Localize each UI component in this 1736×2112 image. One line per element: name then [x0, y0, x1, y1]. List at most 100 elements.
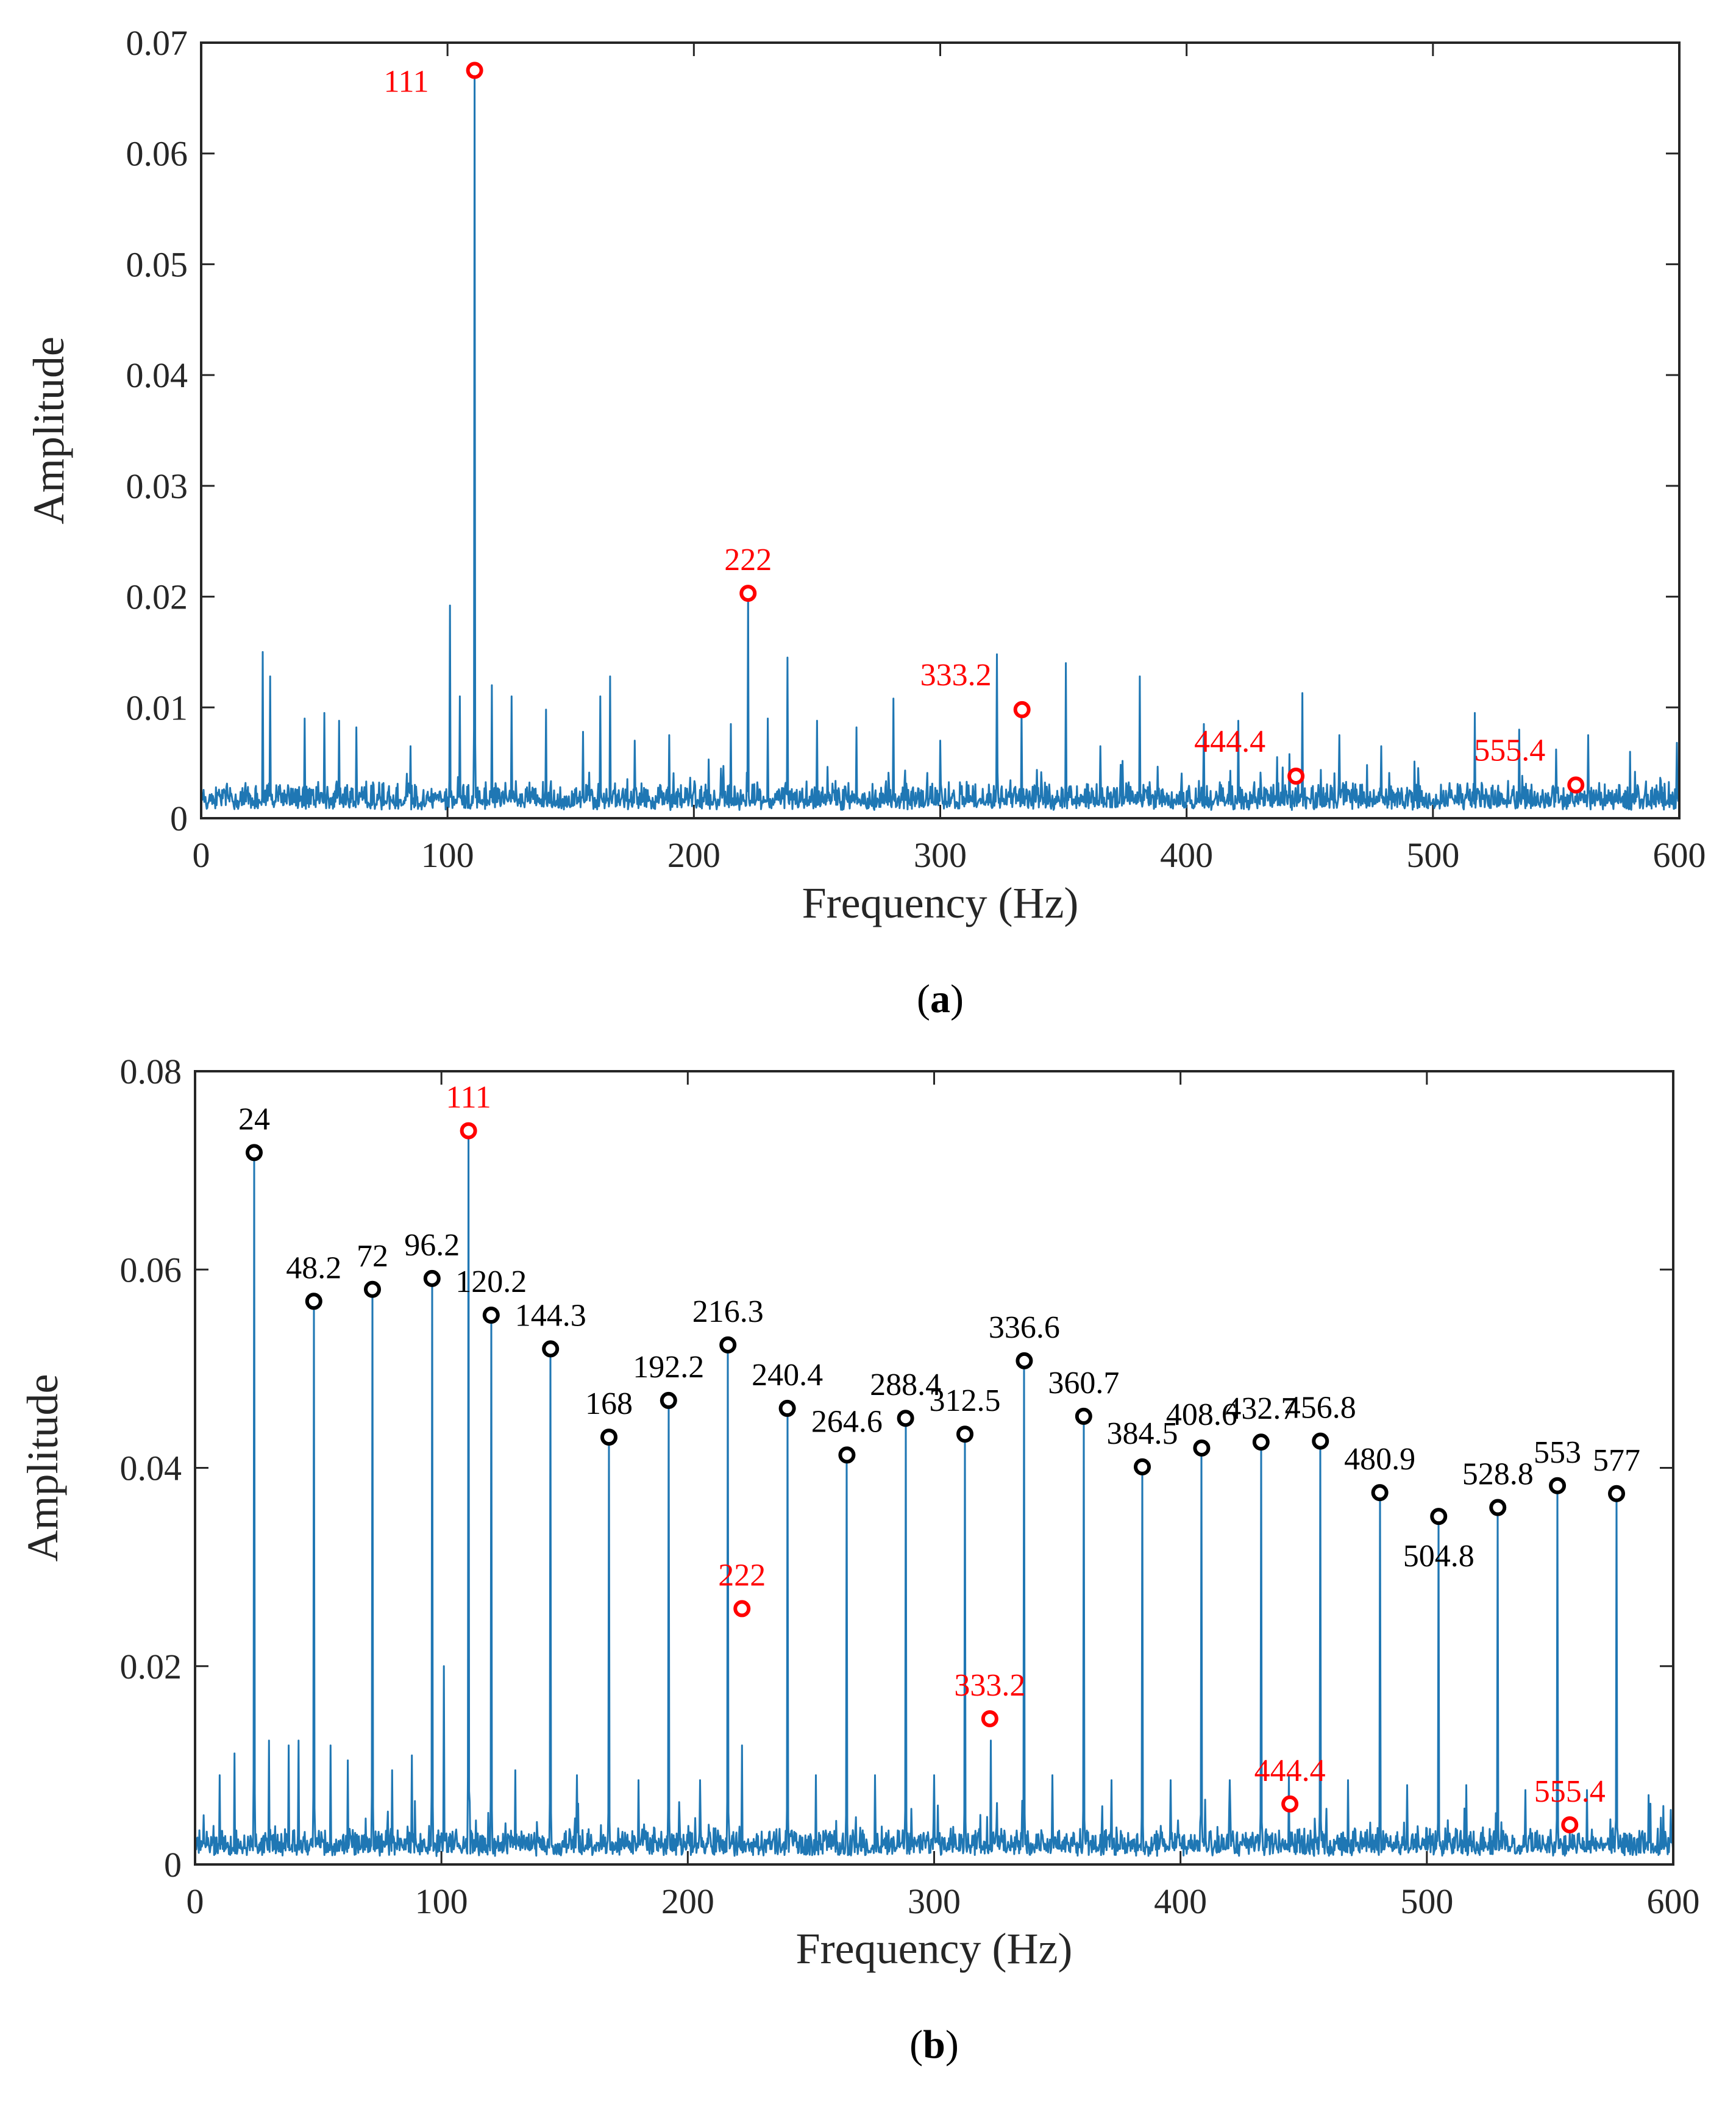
peak-annotation: 222 — [718, 1558, 766, 1593]
peak-marker — [1549, 1477, 1567, 1494]
peak-marker — [364, 1280, 381, 1298]
panel-a-x-axis-label: Frequency (Hz) — [802, 879, 1079, 927]
peak-marker — [1013, 701, 1031, 718]
x-tick-label: 0 — [193, 835, 210, 875]
peak-annotation: 144.3 — [515, 1298, 586, 1333]
peak-annotation: 504.8 — [1403, 1539, 1475, 1574]
peak-marker — [660, 1391, 677, 1409]
peak-marker — [600, 1429, 617, 1446]
x-tick-label: 300 — [914, 835, 967, 875]
y-tick-label: 0.06 — [120, 1250, 182, 1290]
peak-annotation: 48.2 — [286, 1250, 341, 1285]
y-tick-label: 0.05 — [126, 244, 188, 284]
y-tick-label: 0.07 — [126, 23, 188, 63]
panel-b-caption: (b) — [909, 2022, 959, 2067]
panel-a-y-axis-label: Amplitude — [24, 337, 73, 524]
peak-marker — [1252, 1433, 1270, 1451]
x-tick-label: 600 — [1647, 1882, 1700, 1921]
peak-marker — [1281, 1795, 1299, 1813]
peak-marker — [1287, 767, 1305, 785]
peak-marker — [719, 1336, 737, 1354]
peak-annotation: 168 — [585, 1386, 633, 1421]
peak-annotation: 577 — [1593, 1443, 1640, 1478]
panel-b-axes-frame — [194, 1070, 1674, 1866]
y-tick-label: 0.02 — [126, 577, 188, 617]
y-tick-label: 0 — [164, 1845, 182, 1885]
peak-marker — [981, 1710, 998, 1727]
peak-marker — [956, 1425, 974, 1443]
peak-annotation: 111 — [383, 64, 429, 99]
peak-annotation: 192.2 — [633, 1350, 704, 1385]
peak-annotation: 360.7 — [1048, 1366, 1119, 1400]
panel-a-spectrum-line — [200, 69, 1681, 812]
x-tick-label: 400 — [1160, 835, 1213, 875]
peak-marker — [1489, 1499, 1507, 1516]
peak-marker — [305, 1293, 322, 1310]
y-tick-label: 0.06 — [126, 134, 188, 174]
y-tick-label: 0 — [170, 799, 188, 838]
peak-annotation: 72 — [357, 1239, 388, 1274]
panel-a-axes-frame — [200, 41, 1681, 819]
peak-annotation: 264.6 — [811, 1404, 883, 1439]
y-tick-label: 0.01 — [126, 688, 188, 727]
peak-marker — [1134, 1458, 1151, 1475]
y-tick-label: 0.04 — [126, 355, 188, 395]
peak-annotation: 288.4 — [870, 1368, 941, 1402]
peak-marker — [739, 585, 757, 602]
panel-a-chart: 0 100 200 300 400 500 600 0 0.01 0.02 0.03 0.04 0.05… — [24, 23, 1706, 1021]
peak-annotation: 216.3 — [692, 1294, 764, 1329]
panel-b-spectrum-line — [194, 1130, 1674, 1857]
peak-marker — [423, 1269, 441, 1287]
peak-marker — [838, 1446, 856, 1464]
peak-marker — [1312, 1432, 1329, 1450]
peak-annotation: 336.6 — [989, 1310, 1060, 1345]
panel-a-caption: (a) — [917, 977, 964, 1021]
peak-marker — [1567, 776, 1585, 794]
peak-marker — [246, 1144, 263, 1161]
x-tick-label: 400 — [1154, 1882, 1207, 1921]
peak-annotation: 553 — [1534, 1435, 1581, 1470]
peak-annotation: 312.5 — [930, 1383, 1001, 1418]
x-tick-label: 500 — [1400, 1882, 1453, 1921]
peak-annotation: 432.7 — [1225, 1391, 1297, 1426]
peak-annotation: 240.4 — [752, 1358, 823, 1393]
panel-a-peak-markers: 111 222 333.2 444.4 555.4 — [383, 62, 1585, 794]
peak-marker — [466, 62, 483, 79]
panel-a-caption-letter: a — [930, 977, 950, 1021]
peak-marker — [482, 1307, 500, 1324]
x-tick-label: 200 — [661, 1882, 714, 1921]
peak-marker — [1430, 1508, 1448, 1525]
panel-b-ticks: 0 100 200 300 400 500 600 0 0.02 0.04 0.06 0.08 — [120, 1052, 1700, 1921]
panel-a-ticks: 0 100 200 300 400 500 600 0 0.01 0.02 0.03 0.04 0.05… — [126, 23, 1706, 875]
peak-marker — [1561, 1816, 1579, 1833]
peak-annotation: 96.2 — [404, 1228, 460, 1263]
peak-annotation: 120.2 — [455, 1265, 527, 1299]
panel-b-y-axis-label: Amplitude — [18, 1374, 67, 1562]
x-tick-label: 500 — [1406, 835, 1459, 875]
y-tick-label: 0.04 — [120, 1449, 182, 1488]
panel-b-x-axis-label: Frequency (Hz) — [796, 1924, 1073, 1973]
y-tick-label: 0.08 — [120, 1052, 182, 1091]
peak-marker — [897, 1410, 914, 1427]
peak-marker — [542, 1340, 560, 1358]
peak-marker — [778, 1399, 796, 1417]
peak-annotation: 111 — [446, 1080, 491, 1115]
peak-annotation: 333.2 — [920, 658, 992, 693]
peak-annotation: 480.9 — [1344, 1442, 1415, 1477]
peak-marker — [1193, 1439, 1211, 1457]
peak-annotation: 555.4 — [1474, 733, 1545, 768]
peak-marker — [460, 1122, 477, 1140]
peak-annotation: 528.8 — [1462, 1457, 1534, 1492]
x-tick-label: 0 — [187, 1882, 204, 1921]
y-tick-label: 0.03 — [126, 466, 188, 506]
panel-b-caption-letter: b — [923, 2022, 945, 2067]
peak-annotation: 444.4 — [1194, 724, 1265, 759]
peak-marker — [1075, 1407, 1092, 1425]
peak-annotation: 333.2 — [954, 1668, 1025, 1703]
peak-marker — [1608, 1485, 1626, 1502]
peak-marker — [1016, 1352, 1033, 1369]
x-tick-label: 100 — [421, 835, 474, 875]
peak-annotation: 456.8 — [1285, 1391, 1356, 1425]
